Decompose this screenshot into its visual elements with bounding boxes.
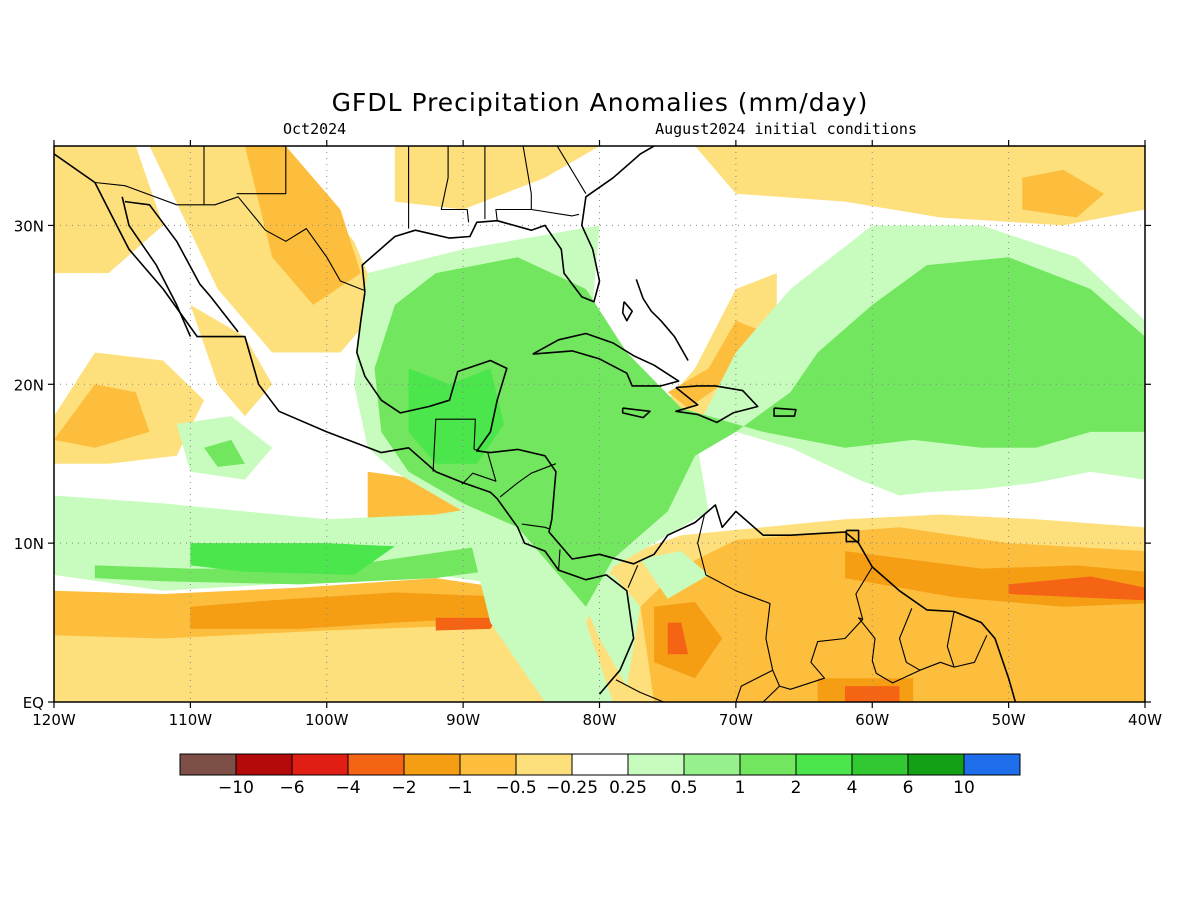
coastline-trinidad — [845, 529, 860, 543]
colorbar-swatch — [795, 753, 853, 776]
anomaly-region-drier-1 — [394, 146, 600, 210]
boundary-venezuela-guyana-border — [779, 566, 873, 690]
anomaly-region-drier-2 — [54, 384, 150, 448]
x-tick-label: 80W — [583, 711, 617, 729]
anomaly-region-drier-3 — [654, 601, 723, 679]
colorbar-label: 10 — [953, 778, 975, 798]
boundary-us-state-lines-8 — [556, 146, 587, 194]
colorbar-swatch — [851, 753, 909, 776]
anomaly-region-wetter-3 — [408, 368, 504, 464]
y-tick-label: 20N — [14, 376, 44, 394]
colorbar-swatch — [515, 753, 573, 776]
coastline-us-gulf-coast — [361, 146, 655, 303]
anomaly-region-wetter-1 — [640, 551, 709, 599]
anomaly-region-drier-4 — [845, 686, 900, 702]
boundary-costa-rica-border — [521, 523, 550, 530]
x-tick-label: 100W — [305, 711, 349, 729]
x-tick-label: 70W — [719, 711, 753, 729]
longitude-axis: 120W 110W 100W 90W 80W 70W 60W 50W 40W — [32, 140, 1162, 729]
boundary-belize-honduras-border — [461, 448, 497, 485]
coastline-baja-east-coast — [121, 196, 192, 337]
colorbar-label: −0.25 — [546, 778, 598, 798]
anomaly-region-drier-4 — [435, 617, 498, 631]
x-tick-label: 50W — [992, 711, 1026, 729]
colorbar-label: −2 — [391, 778, 416, 798]
boundary-guyana-suriname-border — [858, 608, 921, 684]
anomaly-region-drier-2 — [1022, 169, 1105, 218]
x-tick-label: 110W — [169, 711, 213, 729]
colorbar-label: −6 — [279, 778, 304, 798]
boundary-colombia-brazil-border — [735, 669, 773, 702]
anomaly-region-wetter-2 — [204, 439, 245, 467]
x-tick-label: 60W — [855, 711, 889, 729]
anomaly-region-wetter-2 — [94, 543, 518, 585]
valid-month-label: Oct2024 — [283, 120, 346, 138]
political-boundary-layer — [94, 146, 988, 702]
coastline-jamaica — [621, 407, 651, 419]
boundary-panama-border — [558, 549, 561, 571]
latitude-axis: EQ 10N 20N 30N — [14, 217, 1151, 712]
colorbar-label: 0.25 — [609, 778, 647, 798]
colorbar-swatch — [627, 753, 685, 776]
anomaly-region-drier-4 — [1008, 576, 1145, 601]
coastline-hispaniola — [675, 385, 759, 424]
y-tick-label: EQ — [23, 694, 44, 712]
y-tick-label: 30N — [14, 217, 44, 235]
boundary-fg-brazil-border — [953, 635, 988, 668]
coastline-layer — [54, 146, 1017, 702]
colorbar-label: 4 — [847, 778, 858, 798]
colorbar-label: 6 — [903, 778, 914, 798]
coastline-north-america-pacific-coast — [54, 153, 635, 695]
anomaly-region-drier-1 — [149, 146, 382, 353]
coastline-bahamas-chain — [635, 279, 689, 361]
colorbar-swatch — [963, 753, 1021, 776]
anomaly-region-drier-1 — [190, 304, 273, 417]
colorbar-label: −1 — [447, 778, 472, 798]
boundary-colombia-venezuela-border — [697, 514, 781, 702]
coastline-gulf-of-california — [124, 200, 239, 333]
boundary-us-state-lines-4 — [440, 146, 470, 223]
colorbar-swatch — [739, 753, 797, 776]
colorbar-swatch — [683, 753, 741, 776]
colorbar-label: −0.5 — [495, 778, 536, 798]
colorbar-label: 0.5 — [670, 778, 697, 798]
boundary-us-mexico-border — [94, 181, 366, 292]
map-plot-area — [54, 146, 1145, 702]
boundary-guatemala-border — [432, 418, 476, 472]
anomaly-region-wetter-3 — [190, 543, 395, 575]
boundary-nicaragua-border — [499, 463, 557, 498]
boundary-colombia-panama-border — [627, 565, 639, 588]
colorbar-swatch — [571, 753, 629, 776]
anomaly-fill-layer — [54, 146, 1145, 702]
colorbar-swatch — [291, 753, 349, 776]
colorbar-legend: −10 −6 −4 −2 −1 −0.5 −0.25 0.25 0.5 1 2 4 6 10 — [179, 753, 1021, 798]
x-tick-label: 90W — [446, 711, 480, 729]
boundary-us-state-lines-7 — [531, 208, 580, 217]
colorbar-label: 2 — [791, 778, 802, 798]
figure-title: GFDL Precipitation Anomalies (mm/day) — [332, 88, 869, 117]
colorbar-swatch — [347, 753, 405, 776]
anomaly-region-wetter-2 — [374, 257, 1145, 607]
coastline-gulf-coast-mexico-us — [355, 291, 1017, 702]
colorbar-label: 1 — [735, 778, 746, 798]
colorbar-swatch — [403, 753, 461, 776]
initial-conditions-label: August2024 initial conditions — [655, 120, 917, 138]
coastline-cuba — [532, 332, 680, 387]
y-tick-label: 10N — [14, 535, 44, 553]
coastline-bahamas-andros — [621, 301, 634, 322]
anomaly-region-drier-4 — [667, 622, 689, 655]
boundary-colombia-ecuador-border — [615, 679, 664, 702]
colorbar-swatch — [459, 753, 517, 776]
x-tick-label: 120W — [32, 711, 76, 729]
colorbar-swatch — [179, 753, 237, 776]
boundary-us-state-lines-2 — [236, 146, 287, 195]
anomaly-region-drier-2 — [640, 527, 1145, 702]
x-tick-label: 40W — [1128, 711, 1162, 729]
colorbar-label: −4 — [335, 778, 360, 798]
coastline-puerto-rico — [773, 407, 797, 417]
colorbar-swatch — [235, 753, 293, 776]
colorbar-swatch — [907, 753, 965, 776]
colorbar-label: −10 — [218, 778, 254, 798]
